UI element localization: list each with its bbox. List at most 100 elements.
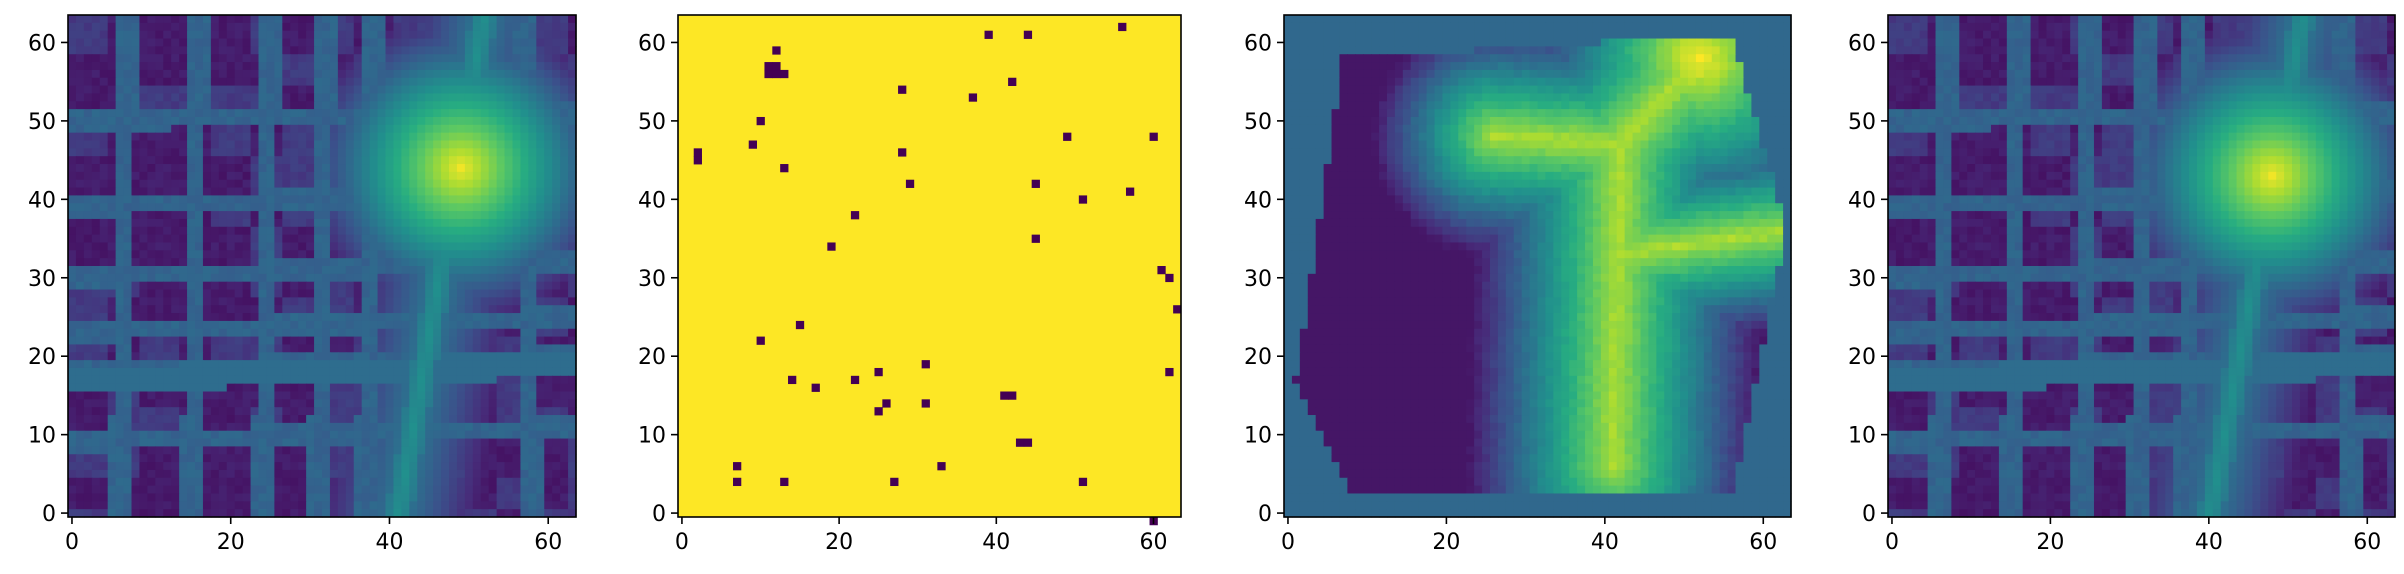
heatmap-cell [536,336,545,346]
heatmap-cell [266,422,275,432]
heatmap-cell [369,289,379,298]
heatmap-cell [568,93,577,102]
heatmap-cell [472,430,482,440]
heatmap-cell [274,85,283,95]
heatmap-cell [345,195,355,204]
heatmap-cell [179,195,188,204]
heatmap-cell [155,438,164,447]
heatmap-cell [115,352,125,361]
heatmap-cell [441,203,450,212]
heatmap-cell [99,446,109,455]
heatmap-cell [1529,15,1539,24]
heatmap-cell [441,415,450,424]
heatmap-cell [1426,109,1436,118]
heatmap-cell [202,148,212,157]
heatmap-cell [488,179,498,189]
heatmap-point [811,383,820,392]
heatmap-cell [75,328,85,338]
heatmap-cell [401,289,410,298]
heatmap-cell [91,320,101,330]
heatmap-cell [520,469,529,479]
heatmap-cell [1291,54,1301,63]
heatmap-cell [544,46,553,55]
heatmap-cell [1418,85,1428,95]
heatmap-cell [504,226,514,236]
heatmap-cell [409,179,418,189]
heatmap-cell [488,250,498,259]
heatmap-cell [68,320,77,330]
heatmap-cell [68,485,77,495]
heatmap-cell [496,297,506,306]
heatmap-cell [369,179,379,189]
heatmap-cell [361,250,371,259]
heatmap-cell [488,493,498,502]
heatmap-cell [393,234,402,244]
heatmap-cell [488,422,498,432]
heatmap-cell [218,446,228,455]
heatmap-cell [187,101,196,110]
heatmap-cell [195,493,204,502]
heatmap-cell [361,399,371,408]
heatmap-cell [425,22,434,32]
heatmap-cell [528,454,537,463]
heatmap-cell [322,509,331,518]
heatmap-cell [68,305,77,314]
heatmap-cell [290,454,299,463]
heatmap-cell [385,203,395,212]
heatmap-cell [337,22,347,32]
heatmap-cell [115,38,125,47]
heatmap-cell [68,509,77,518]
heatmap-cell [520,156,529,165]
heatmap-cell [242,313,252,322]
heatmap-cell [568,446,577,455]
heatmap-cell [1735,85,1745,95]
heatmap-cell [369,493,379,502]
heatmap-cell [242,30,252,40]
heatmap-cell [464,501,474,510]
heatmap-cell [337,187,347,196]
heatmap-cell [377,501,387,510]
heatmap-cell [512,273,522,283]
heatmap-cell [91,454,101,463]
heatmap-cell [218,383,228,393]
heatmap-cell [417,179,426,189]
heatmap-cell [377,273,387,283]
heatmap-point [905,179,915,188]
heatmap-cell [560,399,569,408]
heatmap-cell [552,367,561,377]
heatmap-cell [520,226,529,236]
heatmap-cell [449,218,458,228]
heatmap-cell [1363,109,1372,118]
heatmap-cell [322,415,331,424]
heatmap-cell [115,77,125,87]
heatmap-cell [131,234,141,244]
heatmap-cell [99,140,109,149]
heatmap-cell [393,211,402,220]
heatmap-cell [290,375,299,385]
heatmap-cell [274,46,283,55]
heatmap-cell [1466,85,1475,95]
heatmap-cell [290,195,299,204]
heatmap-cell [266,30,275,40]
heatmap-cell [306,305,315,314]
heatmap-cell [329,320,339,330]
heatmap-cell [195,305,204,314]
heatmap-cell [123,336,133,346]
heatmap-cell [1450,22,1459,32]
heatmap-cell [234,171,244,181]
heatmap-cell [68,391,77,400]
heatmap-cell [218,242,228,251]
heatmap-cell [568,485,577,495]
heatmap-cell [544,250,553,259]
heatmap-cell [488,164,498,173]
heatmap-cell [115,446,125,455]
heatmap-cell [99,62,109,71]
heatmap-cell [171,85,180,95]
heatmap-cell [345,93,355,102]
heatmap-cell [409,54,418,63]
heatmap-cell [218,438,228,447]
heatmap-cell [187,328,196,338]
heatmap-cell [123,469,133,479]
heatmap-cell [68,336,77,346]
heatmap-cell [425,462,434,471]
